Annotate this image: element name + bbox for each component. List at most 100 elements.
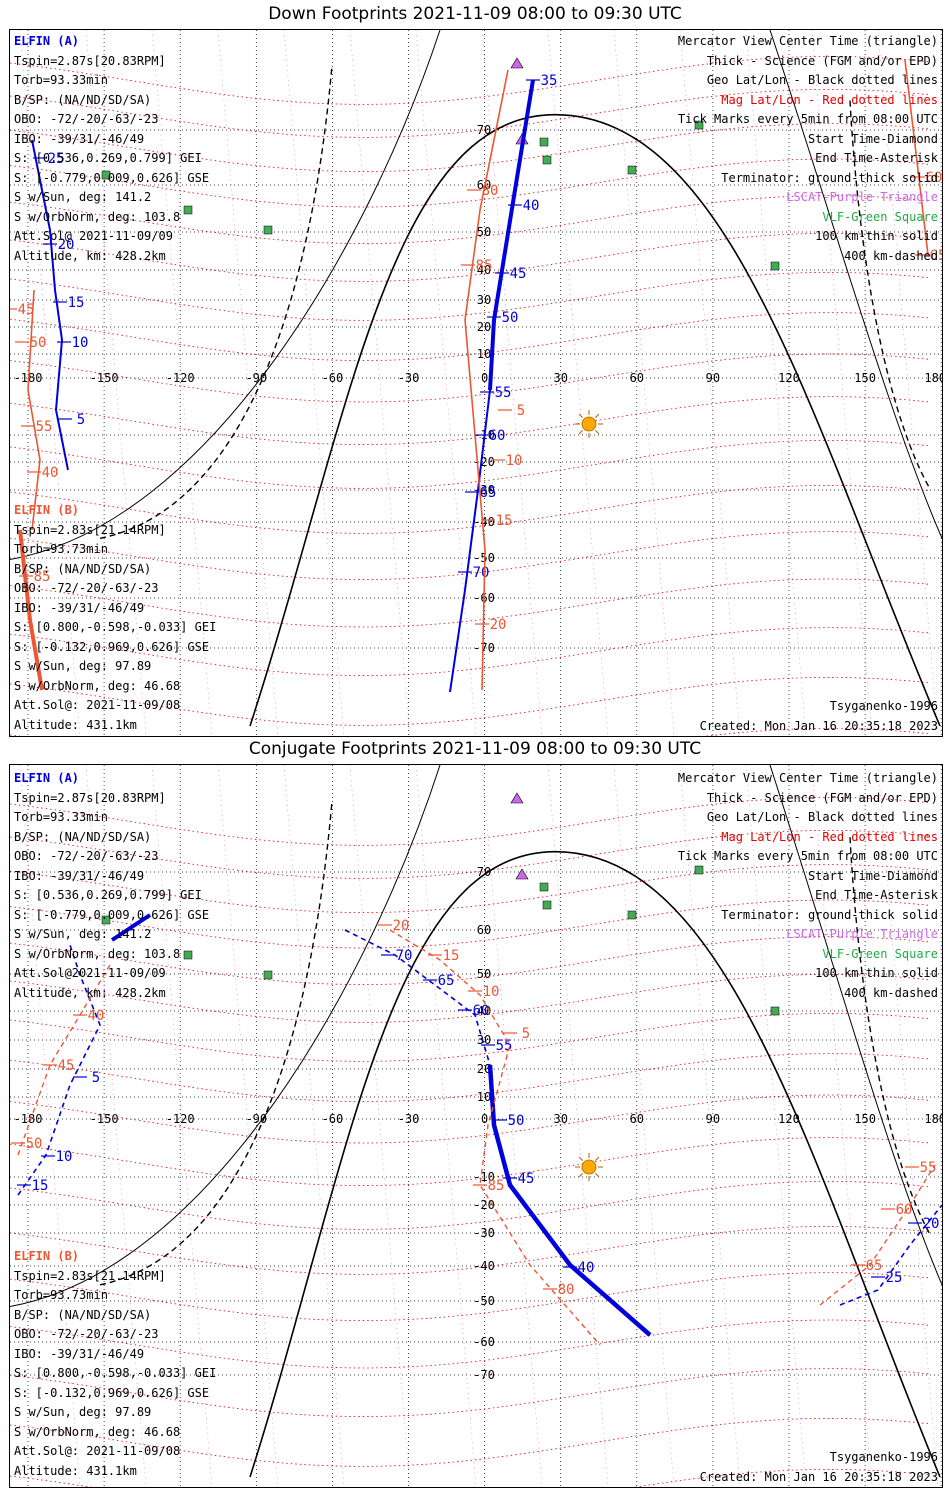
- latitude-label: -30: [473, 1226, 495, 1240]
- elfin-a-name: ELFIN (A): [14, 34, 80, 48]
- vlf-station-square: [183, 205, 193, 215]
- longitude-label: 180: [924, 371, 942, 385]
- mag-longitude-curve: [415, 765, 477, 1487]
- mag-latitude-curve: [10, 1180, 931, 1230]
- latitude-label: -40: [473, 1259, 495, 1273]
- elfin-b-line: Att.Sol@: 2021-11-09/08: [14, 698, 181, 712]
- longitude-label: 90: [706, 1112, 720, 1126]
- latitude-label: 50: [477, 225, 491, 239]
- elfin-b-track-tick-label: 20: [490, 617, 507, 633]
- elfin-b-line: OBO: -72/-20/-63/-23: [14, 581, 159, 595]
- legend-item: Mag Lat/Lon - Red dotted lines: [721, 92, 938, 107]
- terminator-100km-curve: [769, 30, 942, 539]
- vlf-station-square: [101, 915, 111, 925]
- elfin-b-line: S w/Sun, deg: 97.89: [14, 659, 152, 673]
- longitude-label: 150: [854, 371, 876, 385]
- sun-ray: [595, 430, 600, 435]
- elfin-a-line: Att.Sol@2021-11-09/09: [14, 966, 166, 980]
- mag-longitude-curve: [349, 30, 411, 736]
- map-canvas-conjugate: -180 -150 -120 -90 -60 -30 0 30 60 90 120 150 180 70 6…: [10, 765, 942, 1487]
- created-label: Created: Mon Jan 16 20:35:18 2023: [699, 1470, 938, 1484]
- elfin-b-track-west-tick-label: 50: [26, 1136, 43, 1152]
- elfin-a-track-west: [31, 139, 69, 471]
- legend-item: 400 km-dashed: [844, 248, 938, 263]
- mag-longitude-curve: [19, 30, 81, 736]
- elfin-b-line: S w/Sun, deg: 97.89: [14, 1405, 152, 1419]
- sun-icon: [581, 1159, 597, 1175]
- longitude-label: 180: [924, 1112, 942, 1126]
- latitude-label: 10: [477, 1090, 491, 1104]
- elfin-a-science-track: [487, 1064, 652, 1337]
- lscat-triangle: [515, 868, 529, 880]
- elfin-b-track-tick-label: 5: [522, 1026, 530, 1042]
- elfin-a-track-east-tick-label: 25: [886, 1270, 903, 1286]
- elfin-b-track-tick-label: 10: [506, 453, 523, 469]
- elfin-b-track-west-tick-label: 55: [36, 419, 53, 435]
- longitude-label: 0: [481, 371, 488, 385]
- legend-item: Mercator View Center Time (triangle): [677, 771, 938, 785]
- legend-item: Thick - Science (FGM and/or EPD): [706, 790, 938, 805]
- latitude-label: -50: [473, 551, 495, 565]
- mag-longitude-curve: [85, 30, 147, 736]
- elfin-b-track-west-tick-label: 40: [88, 1008, 105, 1024]
- created-label: Created: Mon Jan 16 20:35:18 2023: [699, 719, 938, 733]
- sun-ray: [578, 1156, 583, 1161]
- longitude-label: -90: [245, 1112, 267, 1126]
- mag-latitude-curve: [10, 1137, 931, 1187]
- mag-longitude-curve: [613, 30, 675, 736]
- latitude-label: -60: [473, 1335, 495, 1349]
- longitude-label: -60: [322, 1112, 344, 1126]
- elfin-b-track-west-tick-label: 45: [58, 1058, 75, 1074]
- elfin-b-line: Altitude: 431.1km: [14, 1463, 137, 1478]
- map-panel-conjugate: -180 -150 -120 -90 -60 -30 0 30 60 90 120 150 180 70 6…: [9, 764, 943, 1488]
- elfin-a-line: Att.Sol@ 2021-11-09/09: [14, 229, 173, 243]
- legend-item: End Time-Asterisk: [815, 151, 938, 165]
- elfin-b-track-east: [819, 1164, 936, 1306]
- elfin-b-track-east-tick-label: 60: [896, 1202, 913, 1218]
- latitude-label: 60: [477, 178, 491, 192]
- mag-latitude-curve: [10, 439, 931, 489]
- elfin-b-track-east-tick-label: 60: [926, 170, 942, 186]
- vlf-station-square: [694, 865, 704, 875]
- elfin-b-science-track-tick-label: 85: [34, 569, 51, 585]
- map-panel-down: -180-150-120-90-60-300306090120150180706…: [9, 29, 943, 737]
- mag-longitude-curve: [547, 30, 609, 736]
- elfin-b-track-tick-label: 85: [488, 1178, 505, 1194]
- mag-longitude-curve: [415, 30, 477, 736]
- mag-longitude-curve: [613, 765, 675, 1487]
- longitude-label: 30: [553, 371, 567, 385]
- elfin-a-line: S: [-0.779,0.009,0.626] GSE: [14, 170, 210, 185]
- longitude-label: -30: [398, 1112, 420, 1126]
- terminator-100km-curve: [10, 30, 441, 560]
- elfin-a-track-tick-label: 65: [438, 973, 455, 989]
- mag-longitude-curve: [349, 765, 411, 1487]
- elfin-a-track-tick-label: 70: [473, 565, 490, 581]
- elfin-a-line: S: [0.536,0.269,0.799] GEI: [14, 151, 202, 165]
- elfin-a-line: Torb=93.33min: [14, 810, 108, 824]
- legend-item: Geo Lat/Lon - Black dotted lines: [706, 810, 938, 824]
- elfin-b-track-tick-label: 85: [476, 258, 493, 274]
- elfin-a-track-west-tick-label: 20: [58, 237, 75, 253]
- elfin-a-line: S w/OrbNorm, deg: 103.8: [14, 946, 181, 961]
- latitude-label: 60: [477, 923, 491, 937]
- elfin-b-line: Tspin=2.83s[21.14RPM]: [14, 522, 166, 537]
- elfin-b-line: OBO: -72/-20/-63/-23: [14, 1327, 159, 1341]
- vlf-station-square: [770, 261, 780, 271]
- mag-latitude-curve: [10, 1053, 931, 1103]
- legend-item: Mag Lat/Lon - Red dotted lines: [721, 829, 938, 844]
- panel-title-down: Down Footprints 2021-11-09 08:00 to 09:3…: [268, 4, 682, 24]
- elfin-a-science-track-tick-label: 35: [541, 73, 558, 89]
- mag-longitude-curve: [151, 30, 213, 736]
- longitude-label: 120: [778, 371, 800, 385]
- mag-latitude-curve: [10, 312, 931, 362]
- legend-item: LSCAT-Purple Triangle: [786, 927, 938, 941]
- elfin-a-line: S w/OrbNorm, deg: 103.8: [14, 209, 181, 224]
- legend-item: VLF-Green Square: [822, 946, 938, 961]
- elfin-a-science-track-tick-label: 50: [502, 310, 519, 326]
- longitude-label: 60: [630, 1112, 644, 1126]
- vlf-station-square: [263, 225, 273, 235]
- mag-longitude-curve: [877, 30, 939, 736]
- vlf-station-square: [627, 165, 637, 175]
- elfin-b-line: Att.Sol@: 2021-11-09/08: [14, 1444, 181, 1458]
- elfin-a-info: Tspin=2.87s[20.83RPM] Torb=93.33min B/SP: …: [14, 52, 209, 267]
